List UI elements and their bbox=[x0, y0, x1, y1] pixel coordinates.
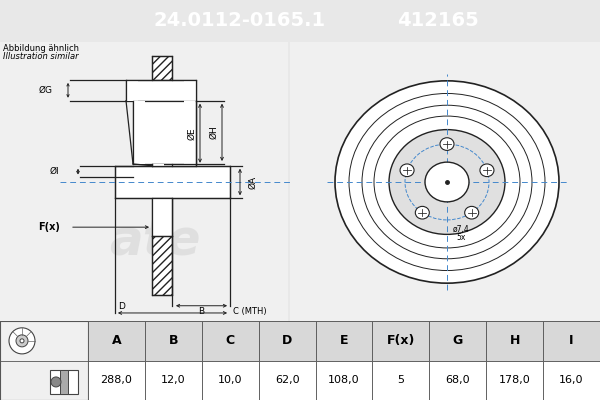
Text: I: I bbox=[569, 334, 574, 347]
Text: D: D bbox=[118, 302, 125, 311]
Bar bbox=[133, 101, 196, 164]
Text: ate: ate bbox=[396, 223, 498, 277]
Bar bbox=[50, 370, 78, 394]
Text: Abbildung ähnlich: Abbildung ähnlich bbox=[3, 44, 79, 53]
Bar bbox=[0, 42, 288, 322]
Text: 24.0112-0165.1: 24.0112-0165.1 bbox=[154, 12, 326, 30]
Bar bbox=[126, 80, 196, 101]
Bar bbox=[316, 321, 373, 361]
Text: ØG: ØG bbox=[39, 86, 53, 95]
Bar bbox=[60, 370, 68, 394]
Text: D: D bbox=[282, 334, 292, 347]
Bar bbox=[259, 361, 316, 400]
Bar bbox=[486, 361, 543, 400]
Bar bbox=[184, 101, 196, 164]
Text: 178,0: 178,0 bbox=[499, 376, 530, 386]
Bar bbox=[152, 164, 164, 166]
Bar bbox=[115, 166, 230, 198]
Circle shape bbox=[425, 162, 469, 202]
Circle shape bbox=[335, 81, 559, 283]
Text: C: C bbox=[226, 334, 235, 347]
Bar bbox=[486, 321, 543, 361]
Text: F(x): F(x) bbox=[387, 334, 415, 347]
Text: G: G bbox=[452, 334, 463, 347]
Circle shape bbox=[480, 164, 494, 176]
Text: 10,0: 10,0 bbox=[218, 376, 242, 386]
Bar bbox=[543, 321, 600, 361]
Text: 12,0: 12,0 bbox=[161, 376, 185, 386]
Text: B: B bbox=[198, 307, 204, 316]
Bar bbox=[152, 164, 196, 166]
Circle shape bbox=[16, 335, 28, 347]
Text: 5: 5 bbox=[397, 376, 404, 386]
Bar bbox=[430, 321, 486, 361]
Bar bbox=[152, 198, 162, 236]
Bar bbox=[0, 321, 88, 400]
Bar bbox=[152, 198, 172, 236]
Bar bbox=[373, 361, 430, 400]
Bar bbox=[133, 101, 145, 164]
Circle shape bbox=[20, 339, 24, 343]
Bar bbox=[290, 42, 600, 322]
Circle shape bbox=[440, 138, 454, 150]
Bar bbox=[145, 321, 202, 361]
Text: ØE: ØE bbox=[187, 127, 196, 140]
Bar bbox=[88, 361, 145, 400]
Bar bbox=[126, 80, 138, 101]
Bar bbox=[316, 361, 373, 400]
Text: A: A bbox=[112, 334, 121, 347]
Circle shape bbox=[9, 328, 35, 354]
Text: 288,0: 288,0 bbox=[101, 376, 133, 386]
Text: ØH: ØH bbox=[209, 126, 218, 139]
Bar bbox=[202, 321, 259, 361]
Circle shape bbox=[389, 130, 505, 234]
Bar bbox=[543, 361, 600, 400]
Text: 68,0: 68,0 bbox=[445, 376, 470, 386]
Text: ate: ate bbox=[109, 217, 201, 265]
Text: F(x): F(x) bbox=[38, 222, 60, 232]
Bar bbox=[162, 198, 172, 236]
Text: B: B bbox=[169, 334, 178, 347]
Text: 16,0: 16,0 bbox=[559, 376, 584, 386]
Circle shape bbox=[51, 377, 61, 387]
Text: 62,0: 62,0 bbox=[275, 376, 299, 386]
Bar bbox=[145, 361, 202, 400]
Bar bbox=[152, 56, 172, 80]
Bar bbox=[152, 236, 172, 295]
Bar bbox=[202, 361, 259, 400]
Bar bbox=[88, 321, 145, 361]
Text: 412165: 412165 bbox=[397, 12, 479, 30]
Circle shape bbox=[464, 206, 479, 219]
Text: C (MTH): C (MTH) bbox=[233, 307, 266, 316]
Text: Illustration similar: Illustration similar bbox=[3, 52, 79, 61]
Text: E: E bbox=[340, 334, 348, 347]
Circle shape bbox=[400, 164, 414, 176]
Bar bbox=[184, 80, 196, 101]
Text: ø7,4: ø7,4 bbox=[452, 225, 469, 234]
Text: ØI: ØI bbox=[49, 167, 59, 176]
Circle shape bbox=[415, 206, 430, 219]
Bar bbox=[430, 361, 486, 400]
Text: 5x: 5x bbox=[457, 234, 466, 242]
Text: H: H bbox=[509, 334, 520, 347]
Bar bbox=[373, 321, 430, 361]
Bar bbox=[259, 321, 316, 361]
Text: ØA: ØA bbox=[248, 176, 257, 188]
Text: 108,0: 108,0 bbox=[328, 376, 360, 386]
